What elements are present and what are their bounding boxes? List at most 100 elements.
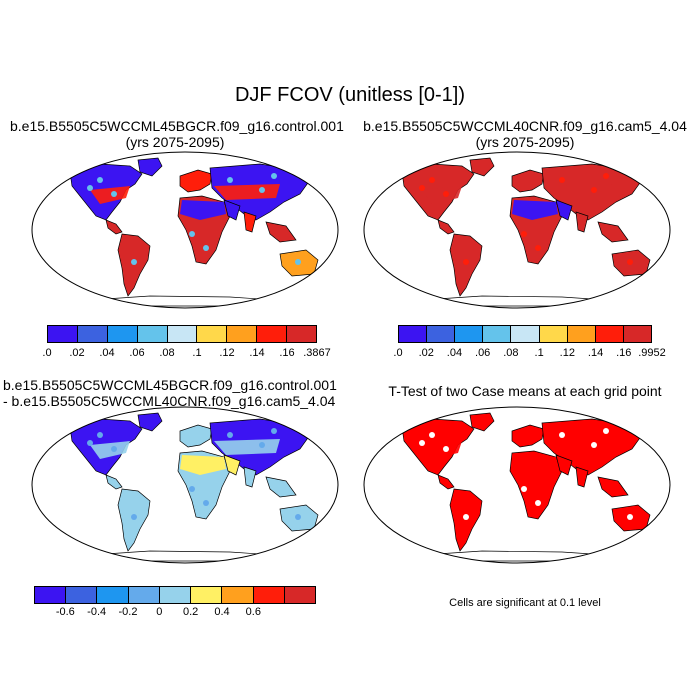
landmass-greenland — [137, 412, 163, 432]
region-speckle — [87, 440, 93, 446]
landmass-arabia — [555, 454, 573, 476]
landmass-europe — [511, 424, 545, 448]
landmass-arabia — [223, 199, 241, 221]
panel-title-line2: - b.e15.B5505C5WCCML40CNR.f09_g16.cam5_4… — [3, 393, 336, 409]
region-speckle — [419, 185, 425, 191]
region-mid-latitude — [422, 184, 612, 204]
colorbar-swatch — [35, 587, 67, 603]
colorbar-swatch — [623, 326, 651, 342]
panel-title-top-right: b.e15.B5505C5WCCML40CNR.f09_g16.cam5_4.0… — [355, 118, 695, 150]
region-speckle — [443, 191, 449, 197]
region-speckle — [111, 191, 117, 197]
region-speckle — [131, 259, 137, 265]
panel-title-bottom-left: b.e15.B5505C5WCCML45BGCR.f09_g16.control… — [3, 377, 343, 409]
region-speckle — [271, 173, 277, 179]
panel-title-line2: (yrs 2075-2095) — [125, 134, 225, 150]
colorbar-tick-label: 0.6 — [245, 606, 261, 618]
landmass-seasia — [597, 221, 629, 243]
colorbar-tick-label: .12 — [219, 347, 235, 359]
map-border — [31, 151, 339, 309]
region-speckle — [591, 187, 597, 193]
colorbar-case1 — [47, 325, 317, 343]
map-ttest — [363, 406, 671, 564]
colorbar-swatch — [455, 326, 484, 342]
colorbar-tick-label: .16 — [616, 347, 632, 359]
colorbar-tick-label: .14 — [587, 347, 604, 359]
colorbar-swatch — [253, 587, 285, 603]
landmass-india — [243, 466, 257, 488]
colorbar-swatch — [222, 587, 254, 603]
region-mid-latitude — [90, 184, 280, 204]
landmass-europe — [511, 169, 545, 193]
colorbar-tick-label: -0.4 — [87, 606, 107, 618]
panel-title-line1: b.e15.B5505C5WCCML45BGCR.f09_g16.control… — [10, 118, 344, 134]
colorbar-tick-label: .1 — [534, 347, 544, 359]
map-case1-fcov — [31, 151, 339, 309]
figure-title: DJF FCOV (unitless [0-1]) — [234, 84, 466, 106]
region-speckle — [443, 446, 449, 452]
colorbar-tick-label: .12 — [559, 347, 575, 359]
landmass-centralAm — [105, 474, 123, 490]
region-speckle — [463, 514, 469, 520]
landmass-india — [243, 211, 257, 233]
colorbar-swatch — [77, 326, 108, 342]
region-speckle — [419, 440, 425, 446]
panel-title-line1: b.e15.B5505C5WCCML45BGCR.f09_g16.control… — [3, 377, 337, 393]
colorbar-swatch — [399, 326, 428, 342]
colorbar-tick-label: .08 — [503, 347, 519, 359]
colorbar-tick-label: .9952 — [638, 347, 666, 359]
colorbar-tick-label: .3867 — [303, 347, 331, 359]
colorbar-swatch — [48, 326, 78, 342]
colorbar-tick-label: .02 — [69, 347, 85, 359]
panel-title-top-left: b.e15.B5505C5WCCML45BGCR.f09_g16.control… — [10, 118, 344, 150]
colorbar-difference — [34, 586, 316, 604]
region-speckle — [295, 514, 301, 520]
region-speckle — [627, 259, 633, 265]
map-border — [363, 406, 671, 564]
colorbar-swatch — [137, 326, 168, 342]
colorbar-swatch — [167, 326, 198, 342]
region-desert — [512, 200, 558, 220]
colorbar-swatch — [107, 326, 138, 342]
landmass-greenland — [137, 157, 163, 177]
landmass-centralAm — [437, 474, 455, 490]
colorbar-swatch — [257, 326, 288, 342]
colorbar-tick-label: .06 — [129, 347, 145, 359]
colorbar-swatch — [567, 326, 596, 342]
colorbar-swatch — [595, 326, 624, 342]
region-speckle — [227, 177, 233, 183]
region-speckle — [87, 185, 93, 191]
colorbar-case1-labels: .0 .02 .04 .06 .08 .1 .12 .14 .16 .3867 — [42, 347, 330, 361]
colorbar-tick-label: .04 — [446, 347, 463, 359]
landmass-europe — [179, 424, 213, 448]
colorbar-tick-label: .16 — [279, 347, 295, 359]
region-speckle — [97, 177, 103, 183]
colorbar-swatch — [159, 587, 192, 603]
panel-title-bottom-right: T-Test of two Case means at each grid po… — [388, 383, 662, 399]
region-speckle — [259, 442, 265, 448]
region-speckle — [627, 514, 633, 520]
colorbar-tick-label: 0.4 — [214, 606, 230, 618]
region-speckle — [131, 514, 137, 520]
colorbar-tick-label: -0.6 — [55, 606, 75, 618]
region-speckle — [227, 432, 233, 438]
colorbar-swatch — [227, 326, 258, 342]
region-speckle — [463, 259, 469, 265]
region-speckle — [97, 432, 103, 438]
region-mid-latitude — [90, 439, 280, 459]
colorbar-swatch — [539, 326, 568, 342]
map-case2-fcov — [363, 151, 671, 309]
region-mid-latitude — [422, 439, 612, 459]
colorbar-case2 — [398, 325, 652, 343]
region-speckle — [429, 432, 435, 438]
region-desert — [512, 455, 558, 475]
colorbar-tick-label: .0 — [42, 347, 52, 359]
panel-title-line2: (yrs 2075-2095) — [475, 134, 575, 150]
colorbar-tick-label: .1 — [192, 347, 202, 359]
region-speckle — [559, 177, 565, 183]
colorbar-tick-label: .08 — [159, 347, 175, 359]
region-desert — [180, 455, 226, 475]
colorbar-tick-label: 0.2 — [183, 606, 199, 618]
map-border — [363, 151, 671, 309]
landmass-greenland — [469, 157, 495, 177]
